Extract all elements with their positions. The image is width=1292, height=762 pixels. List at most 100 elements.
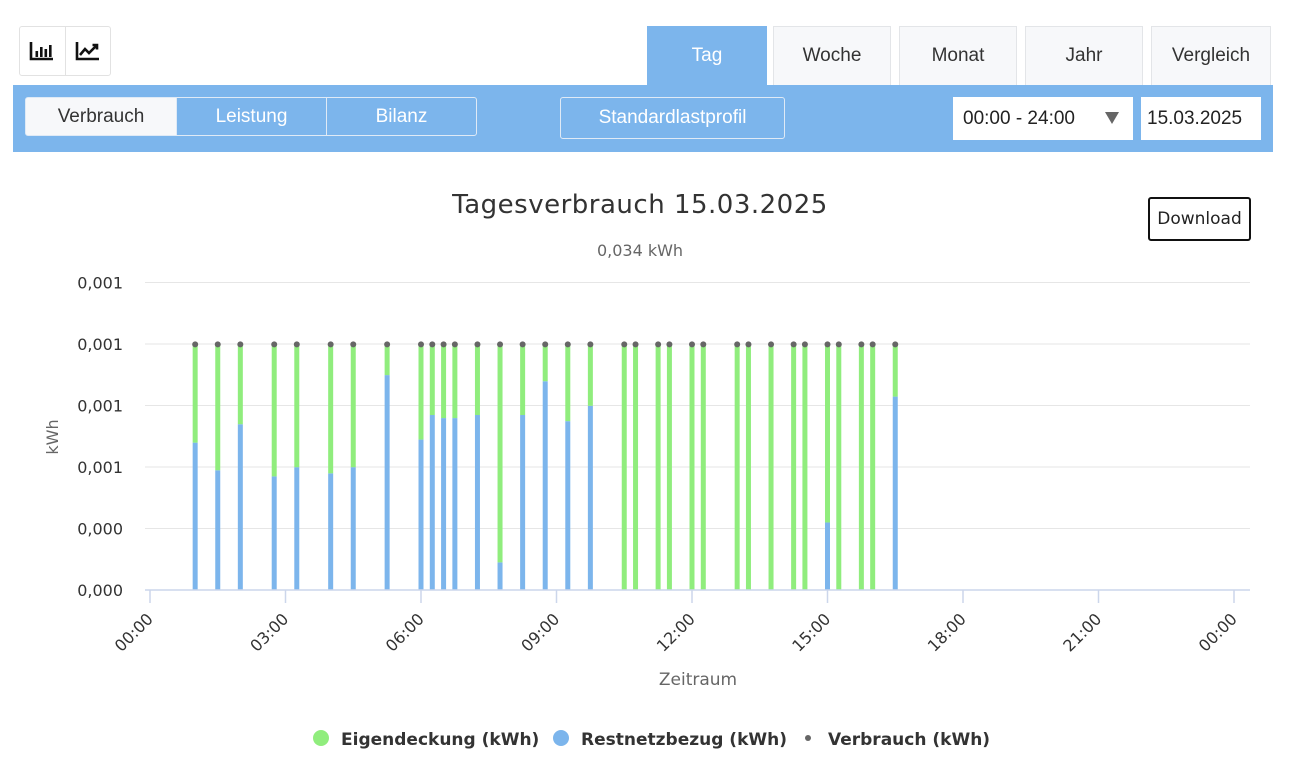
tab-vergleich[interactable]: Vergleich	[1151, 26, 1271, 85]
eigendeckung-bar	[384, 344, 390, 376]
eigendeckung-bar	[836, 344, 842, 590]
x-tick-label: 06:00	[382, 609, 428, 655]
eigendeckung-bar	[802, 344, 808, 590]
restnetzbezug-bar	[892, 396, 898, 590]
y-tick-label: 0,000	[77, 520, 123, 539]
y-axis-title: kWh	[43, 419, 62, 454]
verbrauch-point	[440, 341, 447, 348]
verbrauch-point	[790, 341, 797, 348]
x-axis-title: Zeitraum	[659, 670, 737, 690]
eigendeckung-bar	[294, 344, 300, 468]
chart-view-toggle	[19, 26, 111, 76]
verbrauch-point	[519, 341, 526, 348]
eigendeckung-bar	[768, 344, 774, 590]
eigendeckung-bar	[328, 344, 334, 474]
eigendeckung-bar	[734, 344, 740, 590]
mode-verbrauch-button[interactable]: Verbrauch	[25, 97, 177, 136]
standardlastprofil-button[interactable]: Standardlastprofil	[560, 97, 785, 139]
verbrauch-point	[858, 341, 865, 348]
verbrauch-point	[632, 341, 639, 348]
eigendeckung-bar	[350, 344, 356, 468]
verbrauch-point	[768, 341, 775, 348]
mode-leistung-button[interactable]: Leistung	[176, 97, 327, 136]
tab-woche[interactable]: Woche	[773, 26, 891, 85]
verbrauch-point	[192, 341, 199, 348]
eigendeckung-bar	[633, 344, 639, 590]
verbrauch-point	[429, 341, 436, 348]
restnetzbezug-bar	[384, 375, 390, 590]
x-tick-label: 12:00	[653, 609, 699, 655]
x-tick-label: 03:00	[246, 609, 292, 655]
verbrauch-point	[621, 341, 628, 348]
restnetzbezug-bar	[215, 470, 221, 590]
verbrauch-point	[293, 341, 300, 348]
chart-dots	[192, 341, 899, 348]
tab-tag[interactable]: Tag	[647, 26, 767, 85]
y-tick-label: 0,001	[77, 458, 123, 477]
eigendeckung-bar	[474, 344, 480, 416]
verbrauch-point	[214, 341, 221, 348]
eigendeckung-bar	[215, 344, 221, 471]
legend-marker	[805, 735, 811, 741]
restnetzbezug-bar	[587, 405, 593, 590]
eigendeckung-bar	[565, 344, 571, 422]
x-tick-label: 09:00	[517, 609, 563, 655]
verbrauch-point	[734, 341, 741, 348]
date-field[interactable]	[1141, 97, 1261, 140]
eigendeckung-bar	[271, 344, 277, 477]
y-tick-label: 0,001	[77, 397, 123, 416]
y-tick-label: 0,000	[77, 581, 123, 600]
restnetzbezug-bar	[474, 415, 480, 590]
legend-marker	[313, 730, 329, 746]
restnetzbezug-bar	[542, 381, 548, 590]
line-chart-icon[interactable]	[64, 27, 111, 75]
eigendeckung-bar	[192, 344, 198, 443]
restnetzbezug-bar	[441, 418, 447, 590]
eigendeckung-bar	[745, 344, 751, 590]
bar-chart-icon-graphic	[29, 42, 54, 61]
verbrauch-point	[564, 341, 571, 348]
restnetzbezug-bar	[565, 421, 571, 590]
chart-bars	[192, 344, 898, 590]
verbrauch-point	[587, 341, 594, 348]
verbrauch-point	[689, 341, 695, 348]
restnetzbezug-bar	[294, 467, 300, 590]
eigendeckung-bar	[621, 344, 627, 590]
verbrauch-point	[350, 341, 357, 348]
eigendeckung-bar	[666, 344, 672, 590]
y-tick-label: 0,001	[77, 274, 123, 293]
verbrauch-point	[418, 341, 424, 348]
mode-bilanz-button[interactable]: Bilanz	[326, 97, 477, 136]
y-tick-label: 0,001	[77, 335, 123, 354]
verbrauch-point	[666, 341, 673, 348]
chart-subtitle: 0,034 kWh	[596, 241, 684, 260]
verbrauch-point	[824, 341, 831, 348]
verbrauch-point	[384, 341, 391, 348]
x-tick-label: 00:00	[111, 609, 157, 655]
verbrauch-point	[497, 341, 504, 348]
time-range-select[interactable]: 00:00 - 24:00	[953, 97, 1133, 140]
chart-grid	[145, 282, 1250, 529]
bar-chart-icon[interactable]	[20, 27, 65, 75]
verbrauch-point	[327, 341, 334, 348]
legend-marker	[553, 730, 569, 746]
line-chart-icon-graphic	[75, 42, 99, 61]
verbrauch-point	[655, 341, 662, 348]
eigendeckung-bar	[429, 344, 435, 416]
verbrauch-point	[237, 341, 244, 348]
chart-axes: 0,000 0,000 0,001 0,001 0,001 0,001 00:00 03:00…	[43, 274, 1250, 690]
download-button[interactable]: Download	[1148, 197, 1251, 241]
verbrauch-point	[700, 341, 707, 348]
x-tick-label: 15:00	[788, 609, 834, 655]
eigendeckung-bar	[497, 344, 503, 563]
eigendeckung-bar	[858, 344, 864, 590]
x-tick-label: 18:00	[924, 609, 970, 655]
restnetzbezug-bar	[429, 415, 435, 590]
restnetzbezug-bar	[237, 424, 243, 590]
legend-label: Verbrauch (kWh)	[828, 730, 990, 750]
tab-monat[interactable]: Monat	[899, 26, 1017, 85]
eigendeckung-bar	[825, 344, 830, 523]
eigendeckung-bar	[791, 344, 797, 590]
restnetzbezug-bar	[520, 415, 526, 590]
tab-jahr[interactable]: Jahr	[1025, 26, 1143, 85]
